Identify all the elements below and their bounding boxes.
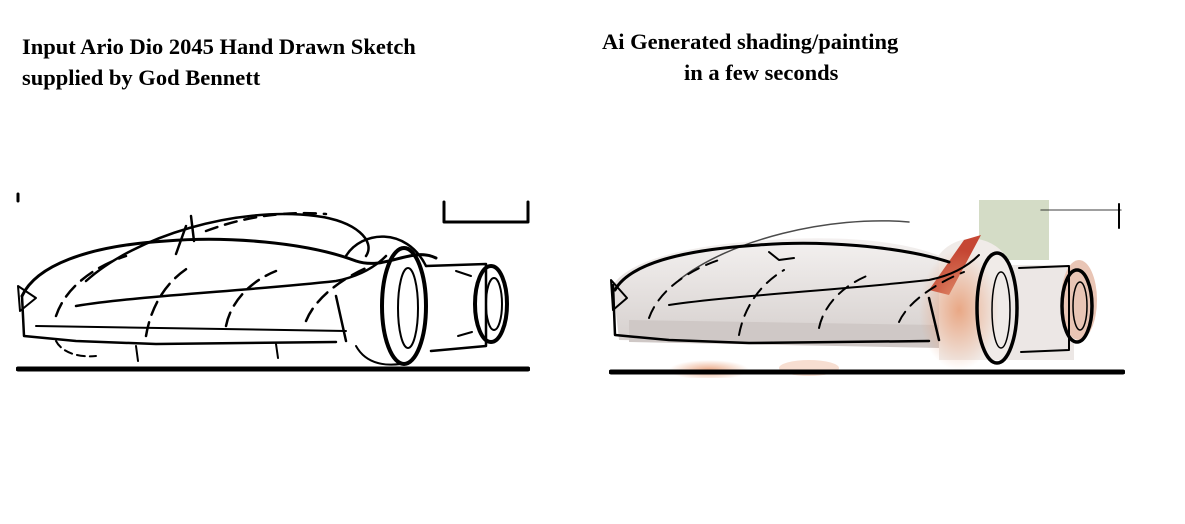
sketch-caption-line-1: Input Ario Dio 2045 Hand Drawn Sketch: [22, 34, 416, 59]
painting-caption: Ai Generated shading/painting in a few s…: [602, 26, 972, 88]
sketch-car-drawing: [16, 192, 530, 372]
sketch-caption: Input Ario Dio 2045 Hand Drawn Sketch su…: [22, 31, 416, 93]
sketch-caption-line-2: supplied by God Bennett: [22, 65, 261, 90]
painting-caption-line-1: Ai Generated shading/painting: [602, 29, 899, 54]
painted-car-drawing: [609, 200, 1125, 378]
hand-drawn-sketch-image: [16, 186, 530, 376]
painting-caption-line-2: in a few seconds: [684, 60, 839, 85]
ai-painted-image: [609, 200, 1125, 378]
